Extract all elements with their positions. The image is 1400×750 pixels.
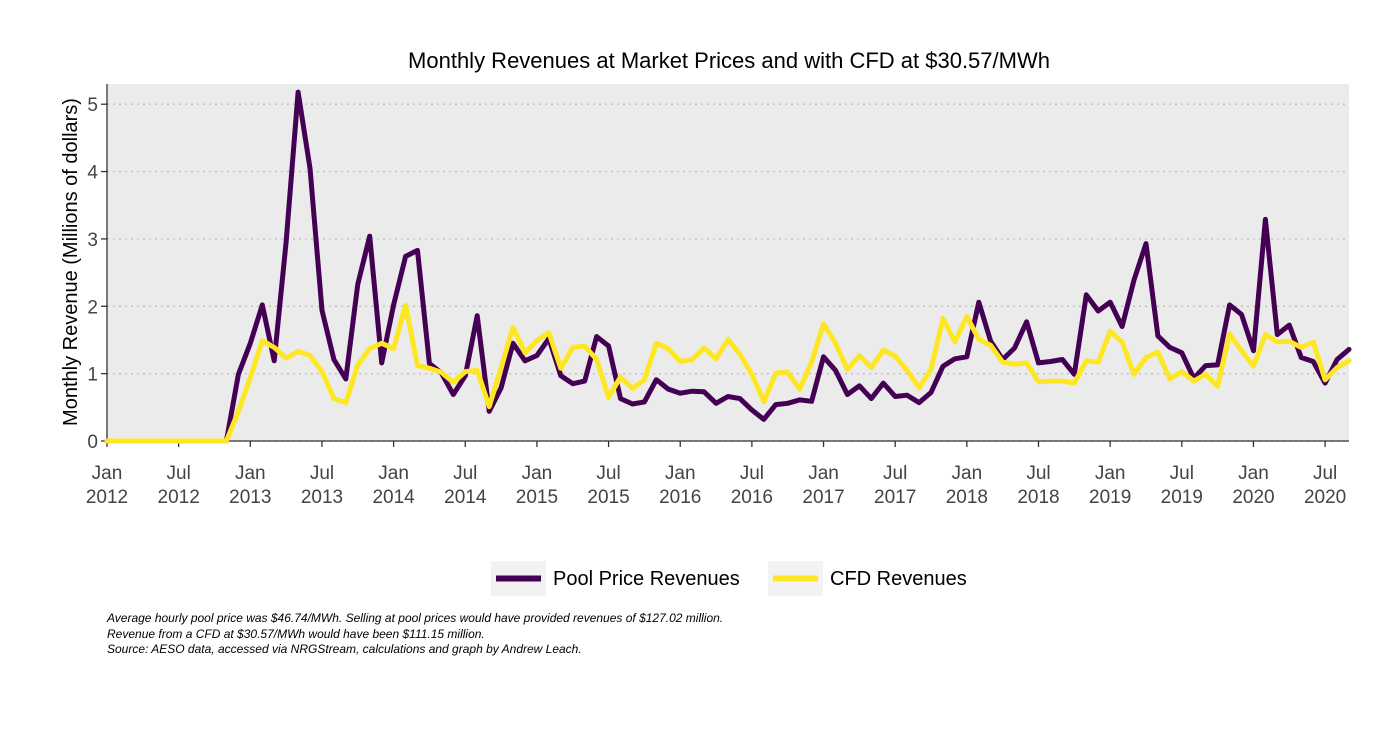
y-tick-label: 1 <box>87 365 98 386</box>
y-tick-label: 4 <box>87 163 98 184</box>
legend-label: CFD Revenues <box>830 568 967 590</box>
x-tick-label: Jul 2016 <box>731 463 773 508</box>
chart-title: Monthly Revenues at Market Prices and wi… <box>408 48 1050 73</box>
legend-label: Pool Price Revenues <box>553 568 740 590</box>
x-tick-label: Jul 2018 <box>1017 463 1059 508</box>
x-tick-label: Jul 2014 <box>444 463 487 508</box>
x-tick-label: Jan 2020 <box>1232 463 1274 508</box>
x-tick-label: Jul 2013 <box>301 463 343 508</box>
x-tick-label: Jan 2019 <box>1089 463 1131 508</box>
x-tick-label: Jul 2020 <box>1304 463 1346 508</box>
x-tick-label: Jan 2018 <box>946 463 988 508</box>
x-tick-label: Jul 2019 <box>1161 463 1203 508</box>
caption-line-2: Revenue from a CFD at $30.57/MWh would h… <box>107 626 485 641</box>
chart: Monthly Revenues at Market Prices and wi… <box>60 48 1352 596</box>
x-tick-label: Jan 2013 <box>229 463 271 508</box>
x-tick-label: Jan 2014 <box>372 463 415 508</box>
y-axis: 0 1 2 3 4 5 <box>87 84 108 453</box>
series-layer <box>104 89 1352 444</box>
caption: Average hourly pool price was $46.74/MWh… <box>107 611 723 658</box>
x-tick-label: Jan 2015 <box>516 463 558 508</box>
x-tick-label: Jan 2017 <box>802 463 844 508</box>
y-tick-label: 3 <box>87 230 98 251</box>
x-tick-label: Jan 2016 <box>659 463 701 508</box>
legend: Pool Price Revenues CFD Revenues <box>491 561 967 596</box>
x-tick-label: Jul 2015 <box>587 463 629 508</box>
y-axis-title: Monthly Revenue (Millions of dollars) <box>60 98 82 426</box>
y-tick-label: 0 <box>87 432 98 453</box>
series-line-pool-price-revenues <box>104 89 1352 444</box>
caption-line-3: Source: AESO data, accessed via NRGStrea… <box>107 642 582 656</box>
x-axis: Jan 2012 Jul 2012 Jan 2013 Jul 2013 Jan 2014 Jul 20… <box>86 440 1349 508</box>
x-tick-label: Jul 2012 <box>158 463 200 508</box>
x-tick-label: Jan 2012 <box>86 463 128 508</box>
series-line-cfd-revenues <box>104 302 1352 444</box>
y-tick-label: 2 <box>87 297 98 318</box>
y-tick-label: 5 <box>87 95 98 116</box>
x-tick-label: Jul 2017 <box>874 463 916 508</box>
caption-line-1: Average hourly pool price was $46.74/MWh… <box>107 611 724 625</box>
